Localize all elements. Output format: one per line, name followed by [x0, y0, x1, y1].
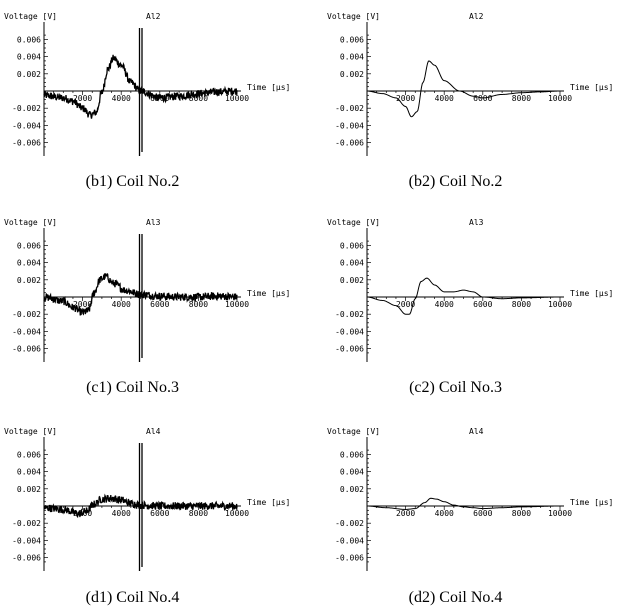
x-tick-label: 6000 [150, 300, 169, 309]
panel-caption: (c1) Coil No.3 [86, 379, 179, 396]
x-tick-label: 6000 [473, 509, 492, 518]
y-tick-label: 0.006 [340, 35, 364, 44]
y-tick-label: 0.002 [17, 485, 41, 494]
panel-label: Al4 [469, 427, 484, 436]
x-tick-label: 4000 [112, 300, 131, 309]
x-axis-label: Time [μs] [570, 289, 613, 298]
x-tick-label: 8000 [512, 509, 531, 518]
y-tick-label: 0.004 [17, 259, 41, 268]
x-tick-label: 8000 [512, 300, 531, 309]
y-tick-label: -0.004 [12, 327, 41, 336]
x-axis-label: Time [μs] [247, 289, 290, 298]
series-line [366, 277, 560, 315]
y-axis-label: Voltage [V] [327, 12, 380, 21]
x-tick-label: 6000 [473, 300, 492, 309]
y-tick-label: -0.002 [12, 310, 41, 319]
x-tick-label: 4000 [435, 300, 454, 309]
y-tick-label: 0.002 [340, 70, 364, 79]
x-tick-label: 10000 [225, 94, 249, 103]
x-tick-label: 2000 [396, 94, 415, 103]
y-tick-label: -0.006 [12, 554, 41, 563]
y-tick-label: 0.004 [340, 468, 364, 477]
panel-caption: (c2) Coil No.3 [409, 379, 502, 396]
y-tick-label: -0.006 [335, 554, 364, 563]
y-axis-label: Voltage [V] [327, 218, 380, 227]
x-tick-label: 4000 [435, 509, 454, 518]
x-axis-label: Time [μs] [247, 83, 290, 92]
y-tick-label: 0.004 [17, 468, 41, 477]
x-tick-label: 2000 [396, 300, 415, 309]
x-tick-label: 10000 [225, 300, 249, 309]
x-tick-label: 6000 [150, 509, 169, 518]
y-tick-label: -0.002 [12, 519, 41, 528]
panel-label: Al3 [469, 218, 484, 227]
y-tick-label: -0.004 [335, 536, 364, 545]
panel-caption: (d1) Coil No.4 [85, 589, 180, 606]
y-tick-label: -0.004 [12, 121, 41, 130]
series-line [366, 60, 561, 118]
y-tick-label: -0.006 [335, 139, 364, 148]
y-tick-label: 0.002 [17, 70, 41, 79]
x-axis-label: Time [μs] [247, 498, 290, 507]
x-tick-label: 8000 [189, 94, 208, 103]
series-line [43, 54, 238, 119]
panel-caption: (d2) Coil No.4 [408, 589, 503, 606]
y-axis-label: Voltage [V] [4, 218, 57, 227]
x-tick-label: 4000 [435, 94, 454, 103]
series-line [43, 493, 238, 519]
y-tick-label: 0.006 [17, 241, 41, 250]
y-tick-label: -0.002 [335, 519, 364, 528]
y-tick-label: 0.006 [17, 450, 41, 459]
y-tick-label: -0.006 [335, 345, 364, 354]
y-tick-label: -0.002 [335, 310, 364, 319]
x-tick-label: 4000 [112, 94, 131, 103]
panel-caption: (b1) Coil No.2 [85, 173, 180, 190]
y-tick-label: -0.006 [12, 345, 41, 354]
panel-label: Al3 [146, 218, 161, 227]
y-axis-label: Voltage [V] [4, 12, 57, 21]
y-tick-label: 0.002 [17, 276, 41, 285]
panel-label: Al4 [146, 427, 161, 436]
y-tick-label: -0.004 [335, 327, 364, 336]
y-tick-label: 0.004 [340, 259, 364, 268]
x-tick-label: 10000 [548, 300, 572, 309]
x-tick-label: 10000 [225, 509, 249, 518]
y-tick-label: 0.006 [17, 35, 41, 44]
x-tick-label: 8000 [512, 94, 531, 103]
x-tick-label: 10000 [548, 509, 572, 518]
y-tick-label: 0.006 [340, 241, 364, 250]
series-line [43, 273, 238, 316]
panel-label: Al2 [469, 12, 484, 21]
y-tick-label: -0.002 [335, 104, 364, 113]
x-axis-label: Time [μs] [570, 498, 613, 507]
x-tick-label: 4000 [112, 509, 131, 518]
x-tick-label: 2000 [73, 94, 92, 103]
y-tick-label: 0.004 [17, 53, 41, 62]
x-tick-label: 10000 [548, 94, 572, 103]
y-tick-label: -0.004 [12, 536, 41, 545]
panel-caption: (b2) Coil No.2 [408, 173, 503, 190]
x-tick-label: 2000 [396, 509, 415, 518]
x-tick-label: 8000 [189, 300, 208, 309]
y-tick-label: 0.004 [340, 53, 364, 62]
y-axis-label: Voltage [V] [327, 427, 380, 436]
x-axis-label: Time [μs] [570, 83, 613, 92]
x-tick-label: 8000 [189, 509, 208, 518]
y-tick-label: 0.002 [340, 276, 364, 285]
y-tick-label: -0.006 [12, 139, 41, 148]
y-axis-label: Voltage [V] [4, 427, 57, 436]
y-tick-label: 0.006 [340, 450, 364, 459]
x-tick-label: 2000 [73, 300, 92, 309]
series-line [366, 497, 560, 510]
x-tick-label: 6000 [473, 94, 492, 103]
y-tick-label: -0.004 [335, 121, 364, 130]
panel-label: Al2 [146, 12, 161, 21]
y-tick-label: -0.002 [12, 104, 41, 113]
y-tick-label: 0.002 [340, 485, 364, 494]
